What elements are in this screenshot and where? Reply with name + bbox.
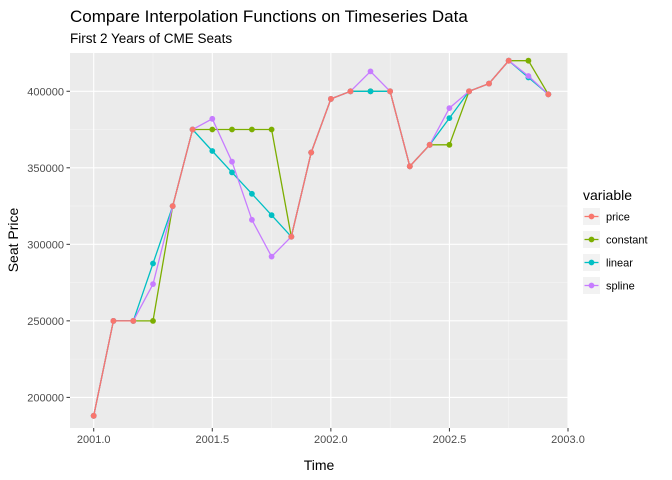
price-point — [130, 318, 137, 324]
series-price — [90, 57, 552, 419]
legend-item-price: price — [583, 208, 630, 225]
constant-point — [150, 318, 156, 324]
spline-point — [209, 115, 216, 122]
y-tick-label: 350000 — [27, 163, 64, 175]
y-tick-label: 300000 — [27, 239, 64, 251]
x-axis: 2001.0 2001.5 2002.0 2002.5 2003.0 — [77, 428, 585, 446]
legend: variable price constant linear spline — [583, 187, 648, 294]
price-point — [387, 88, 393, 95]
y-axis: 200000 250000 300000 350000 400000 — [27, 86, 70, 404]
spline-point — [229, 158, 235, 165]
constant-point — [229, 126, 235, 133]
spline-point — [249, 216, 255, 223]
constant-point — [209, 126, 216, 133]
price-point — [545, 91, 552, 98]
linear-point — [209, 148, 216, 154]
linear-point — [150, 260, 156, 267]
x-tick-label: 2003.0 — [551, 434, 585, 446]
linear-point — [249, 190, 255, 197]
price-point — [505, 57, 512, 64]
price-line — [172, 129, 194, 207]
price-point — [486, 80, 492, 87]
y-tick-label: 400000 — [27, 86, 64, 98]
price-point — [406, 163, 413, 170]
legend-key-point — [588, 282, 595, 289]
price-point — [347, 88, 354, 95]
y-axis-title: Seat Price — [5, 207, 21, 272]
plot-panel — [70, 53, 568, 428]
price-point — [169, 203, 176, 210]
legend-item-spline: spline — [583, 277, 635, 294]
y-tick-label: 250000 — [27, 316, 64, 328]
x-tick-label: 2001.0 — [77, 434, 111, 446]
price-point — [288, 233, 295, 240]
legend-label: linear — [606, 258, 633, 270]
price-point — [90, 412, 97, 419]
x-tick-label: 2001.5 — [195, 434, 229, 446]
constant-point — [249, 126, 255, 133]
spline-point — [367, 68, 374, 75]
price-point — [189, 126, 196, 133]
y-tick-label: 200000 — [27, 392, 64, 404]
legend-label: price — [606, 212, 630, 224]
price-point — [110, 318, 117, 324]
price-point — [466, 88, 472, 95]
spline-point — [150, 281, 156, 287]
spline-point — [268, 253, 275, 260]
legend-title: variable — [583, 187, 632, 203]
price-point — [328, 96, 334, 102]
chart-title: Compare Interpolation Functions on Times… — [70, 7, 468, 26]
legend-label: constant — [606, 235, 648, 247]
legend-item-constant: constant — [583, 231, 648, 248]
linear-point — [367, 88, 374, 95]
constant-point — [525, 57, 532, 64]
constant-point — [268, 126, 275, 133]
x-tick-label: 2002.0 — [314, 434, 348, 446]
legend-key-point — [588, 236, 595, 243]
legend-key-point — [588, 259, 595, 266]
chart-subtitle: First 2 Years of CME Seats — [70, 31, 232, 46]
legend-item-linear: linear — [583, 254, 633, 271]
legend-key-point — [588, 213, 595, 220]
linear-point — [268, 212, 275, 219]
series-layer — [90, 57, 552, 419]
x-axis-title: Time — [304, 457, 335, 473]
x-tick-label: 2002.5 — [433, 434, 467, 446]
constant-point — [446, 141, 453, 148]
price-line — [290, 90, 351, 237]
legend-items: price constant linear spline — [583, 208, 648, 294]
spline-point — [446, 105, 453, 111]
legend-label: spline — [606, 281, 635, 293]
linear-point — [446, 115, 453, 121]
price-point — [426, 141, 433, 148]
linear-point — [229, 169, 235, 176]
spline-point — [525, 73, 532, 79]
price-point — [308, 149, 315, 156]
